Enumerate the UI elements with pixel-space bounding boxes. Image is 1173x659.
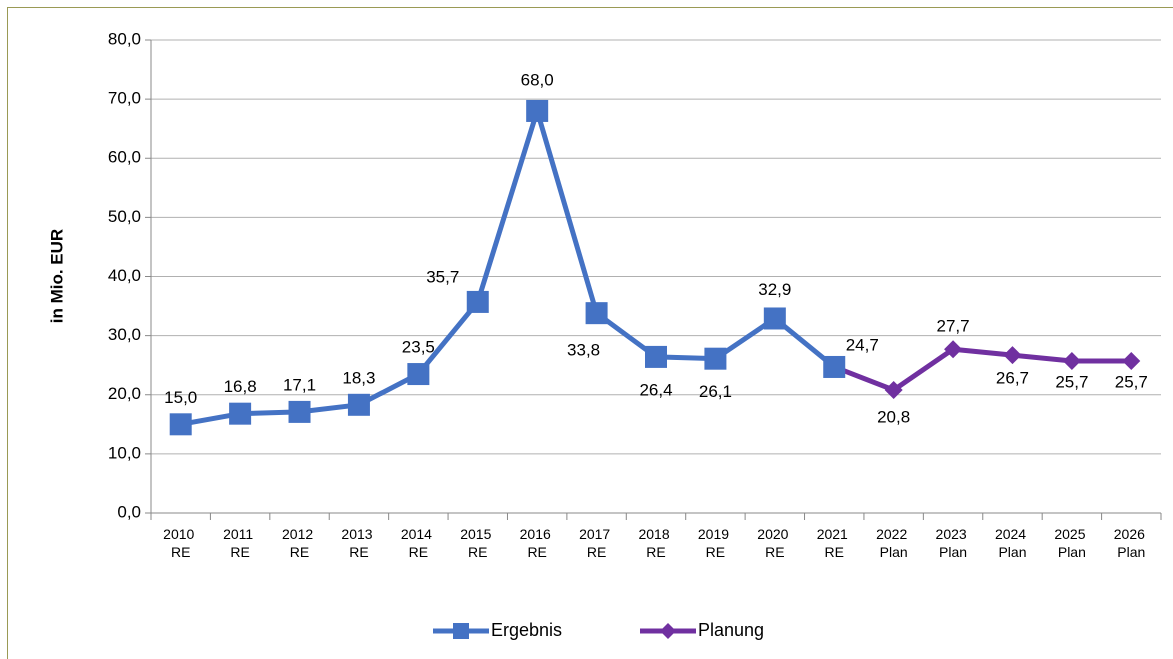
marker: [1062, 352, 1081, 371]
x-tick-label: 2016 RE: [520, 526, 555, 560]
x-tick-label: 2021 RE: [817, 526, 852, 560]
x-tick-label: 2022 Plan: [876, 526, 911, 560]
data-label: 15,0: [164, 388, 197, 407]
data-label: 32,9: [758, 280, 791, 299]
marker: [585, 302, 608, 325]
x-tick-label: 2019 RE: [698, 526, 733, 560]
data-label: 26,1: [699, 382, 732, 401]
y-tick-label: 50,0: [108, 207, 141, 226]
data-label: 27,7: [937, 317, 970, 336]
x-tick-label: 2025 Plan: [1054, 526, 1089, 560]
data-label: 26,7: [996, 369, 1029, 388]
marker: [645, 345, 667, 368]
marker: [526, 99, 549, 122]
marker: [823, 355, 846, 378]
marker: [1122, 352, 1141, 371]
marker: [407, 363, 430, 386]
data-label: 25,7: [1055, 373, 1088, 392]
x-tick-label: 2015 RE: [460, 526, 495, 560]
data-label: 24,7: [846, 335, 879, 354]
marker: [944, 340, 963, 359]
data-label: 33,8: [567, 341, 600, 360]
x-tick-label: 2020 RE: [757, 526, 792, 560]
x-tick-label: 2026 Plan: [1114, 526, 1149, 560]
data-label: 17,1: [283, 375, 316, 394]
y-tick-label: 60,0: [108, 148, 141, 167]
x-tick-label: 2023 Plan: [936, 526, 971, 560]
legend-marker: [660, 623, 676, 639]
data-label: 23,5: [402, 338, 435, 357]
marker: [763, 307, 786, 330]
data-label: 68,0: [521, 70, 554, 89]
y-tick-label: 20,0: [108, 384, 141, 403]
data-label: 20,8: [877, 408, 910, 427]
x-tick-label: 2014 RE: [401, 526, 436, 560]
marker: [229, 402, 252, 425]
legend-marker: [453, 623, 469, 639]
y-axis-label: in Mio. EUR: [47, 229, 66, 323]
x-tick-label: 2010 RE: [163, 526, 198, 560]
y-tick-label: 70,0: [108, 89, 141, 108]
y-tick-label: 30,0: [108, 325, 141, 344]
data-label: 25,7: [1115, 373, 1148, 392]
y-tick-label: 40,0: [108, 266, 141, 285]
data-label: 26,4: [639, 380, 672, 399]
x-tick-label: 2024 Plan: [995, 526, 1030, 560]
data-label: 35,7: [426, 267, 459, 286]
marker: [704, 347, 727, 370]
x-tick-label: 2017 RE: [579, 526, 614, 560]
series-line: [833, 346, 1132, 393]
y-tick-label: 0,0: [117, 502, 141, 521]
chart-border: [7, 7, 1173, 659]
x-tick-label: 2012 RE: [282, 526, 317, 560]
marker: [288, 400, 311, 423]
legend-label: Ergebnis: [491, 620, 562, 640]
data-label: 16,8: [224, 377, 257, 396]
x-tick-label: 2018 RE: [638, 526, 673, 560]
marker: [1003, 346, 1022, 365]
data-label: 18,3: [342, 368, 375, 387]
marker: [466, 290, 489, 313]
marker: [884, 381, 903, 400]
marker: [169, 413, 192, 436]
x-tick-label: 2013 RE: [341, 526, 376, 560]
y-tick-label: 80,0: [108, 29, 141, 48]
y-tick-label: 10,0: [108, 443, 141, 462]
x-tick-label: 2011 RE: [223, 526, 257, 560]
marker: [347, 393, 370, 416]
legend-label: Planung: [698, 620, 764, 640]
